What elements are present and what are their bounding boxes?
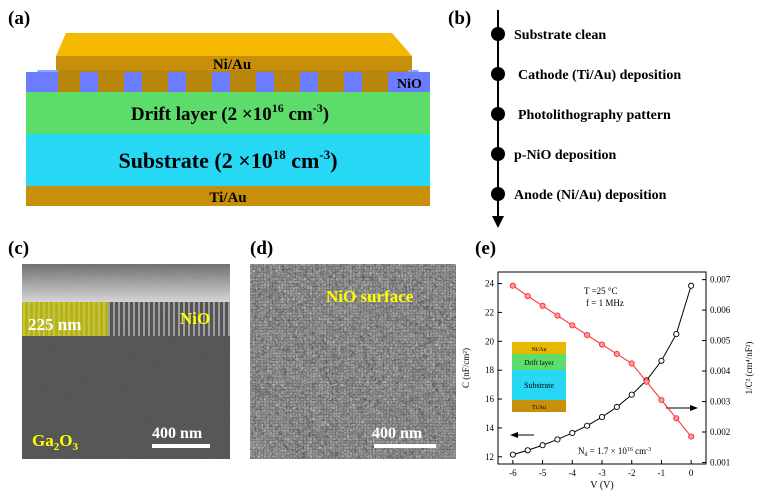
data-point-left — [658, 357, 665, 364]
inset-bottom-label: Ti/Au — [532, 405, 546, 411]
nio-edge-right — [388, 72, 430, 92]
process-step: Cathode (Ti/Au) deposition — [518, 68, 681, 83]
inset-device: Ni/Au Drift layer Substrate Ti/Au — [512, 342, 566, 412]
y-right-tick-label: 0.001 — [710, 457, 730, 467]
right-arrow-icon — [690, 405, 698, 411]
panel-label-c: (c) — [8, 238, 30, 259]
process-steps: Substrate clean Cathode (Ti/Au) depositi… — [491, 27, 681, 203]
y-left-label: C (nF/cm²) — [461, 348, 471, 388]
data-point-left — [509, 451, 516, 458]
data-point-right — [598, 341, 606, 348]
data-point-left — [584, 422, 591, 429]
panel-label-a: (a) — [8, 8, 31, 29]
flow-arrow-icon — [492, 216, 504, 228]
sem-cross-section: 225 nm NiO Ga2O3 400 nm — [22, 264, 230, 459]
y-right-tick-label: 0.006 — [710, 305, 731, 315]
data-point-left — [673, 331, 680, 338]
data-point-right — [569, 322, 576, 329]
left-arrow-icon — [510, 432, 518, 438]
y-left-tick-label: 18 — [485, 365, 495, 375]
nio-edge-left — [26, 72, 58, 92]
sem-surface: NiO surface 400 nm — [250, 264, 456, 459]
data-point-left — [598, 414, 606, 421]
y-left-tick-label: 12 — [485, 452, 494, 462]
x-tick-label: -1 — [658, 468, 666, 478]
panel-label-e: (e) — [475, 238, 497, 259]
substrate-layer — [26, 134, 430, 186]
nd-annotation: Nd = 1.7 × 1016 cm-3 — [578, 446, 651, 458]
x-axis-label: V (V) — [590, 480, 613, 491]
panel-label-b: (b) — [448, 8, 472, 29]
y-left-tick-label: 16 — [485, 394, 495, 404]
process-flow: Substrate clean Cathode (Ti/Au) depositi… — [491, 10, 681, 228]
data-point-left — [554, 436, 561, 443]
x-tick-label: 0 — [689, 468, 694, 478]
process-step: Photolithography pattern — [518, 108, 671, 123]
process-step: p-NiO deposition — [514, 148, 617, 163]
inset-drift-label: Drift layer — [524, 359, 554, 367]
data-point-left — [524, 447, 531, 454]
thickness-label: 225 nm — [28, 315, 81, 334]
top-contact-label: Ni/Au — [213, 57, 251, 73]
x-tick-label: -6 — [509, 468, 517, 478]
device-schematic: Ni/Au NiO Drift layer (2 ×1016 cm-3) Sub… — [26, 33, 430, 206]
y-right-tick-label: 0.007 — [710, 275, 731, 285]
temp-annotation: T =25 °C — [584, 286, 618, 296]
scale-bar — [152, 444, 210, 448]
x-tick-label: -3 — [598, 468, 606, 478]
y-left-tick-label: 22 — [485, 307, 494, 317]
inset-substrate-label: Substrate — [524, 381, 554, 390]
data-point-right — [524, 293, 531, 300]
data-point-right — [673, 415, 680, 422]
top-contact-side — [56, 56, 412, 70]
metal-fingers — [58, 70, 408, 92]
data-point-left — [569, 429, 576, 437]
nio-label: NiO — [397, 77, 422, 92]
y-right-tick-label: 0.002 — [710, 427, 730, 437]
data-point-left — [688, 282, 695, 289]
data-point-right — [658, 396, 665, 404]
data-point-right — [509, 282, 516, 289]
y-right-label: 1/C² (cm⁴/nF²) — [744, 342, 754, 395]
nio-layer-label: NiO — [180, 309, 210, 328]
data-point-right — [539, 302, 546, 309]
scale-label: 400 nm — [152, 425, 203, 442]
substrate-label: Substrate (2 ×1018 cm-3) — [118, 147, 337, 173]
scale-bar — [374, 444, 436, 448]
drift-label: Drift layer (2 ×1016 cm-3) — [131, 101, 329, 125]
y-left-tick-label: 24 — [485, 279, 495, 289]
data-point-right — [688, 433, 695, 440]
data-point-right — [584, 332, 591, 339]
bottom-contact-label: Ti/Au — [209, 190, 246, 206]
nio-pads — [80, 72, 362, 92]
bottom-contact — [26, 186, 430, 206]
data-point-right — [613, 350, 620, 358]
x-tick-label: -5 — [539, 468, 547, 478]
data-point-right — [628, 360, 635, 367]
data-point-left — [628, 391, 635, 398]
panel-label-d: (d) — [250, 238, 274, 259]
y-left-tick-label: 14 — [485, 423, 495, 433]
x-tick-label: -2 — [628, 468, 636, 478]
drift-layer — [26, 92, 430, 134]
ga2o3-label: Ga2O3 — [32, 431, 78, 453]
y-right-tick-label: 0.003 — [710, 397, 731, 407]
x-tick-label: -4 — [569, 468, 577, 478]
inset-top-label: Ni/Au — [532, 347, 547, 353]
top-contact-face — [56, 33, 412, 56]
cv-chart: Ni/Au Drift layer Substrate Ti/Au T =25 … — [461, 271, 754, 491]
y-right-tick-label: 0.005 — [710, 336, 731, 346]
y-left-tick-label: 20 — [485, 336, 495, 346]
process-step: Substrate clean — [514, 28, 606, 43]
data-point-right — [554, 312, 561, 319]
data-point-left — [613, 403, 620, 411]
data-point-right — [643, 378, 650, 385]
process-step: Anode (Ni/Au) deposition — [514, 188, 667, 203]
y-right-tick-label: 0.004 — [710, 366, 731, 376]
scale-label: 400 nm — [372, 425, 423, 442]
freq-annotation: f = 1 MHz — [586, 298, 624, 308]
data-point-left — [539, 442, 546, 449]
surface-title: NiO surface — [326, 287, 414, 306]
